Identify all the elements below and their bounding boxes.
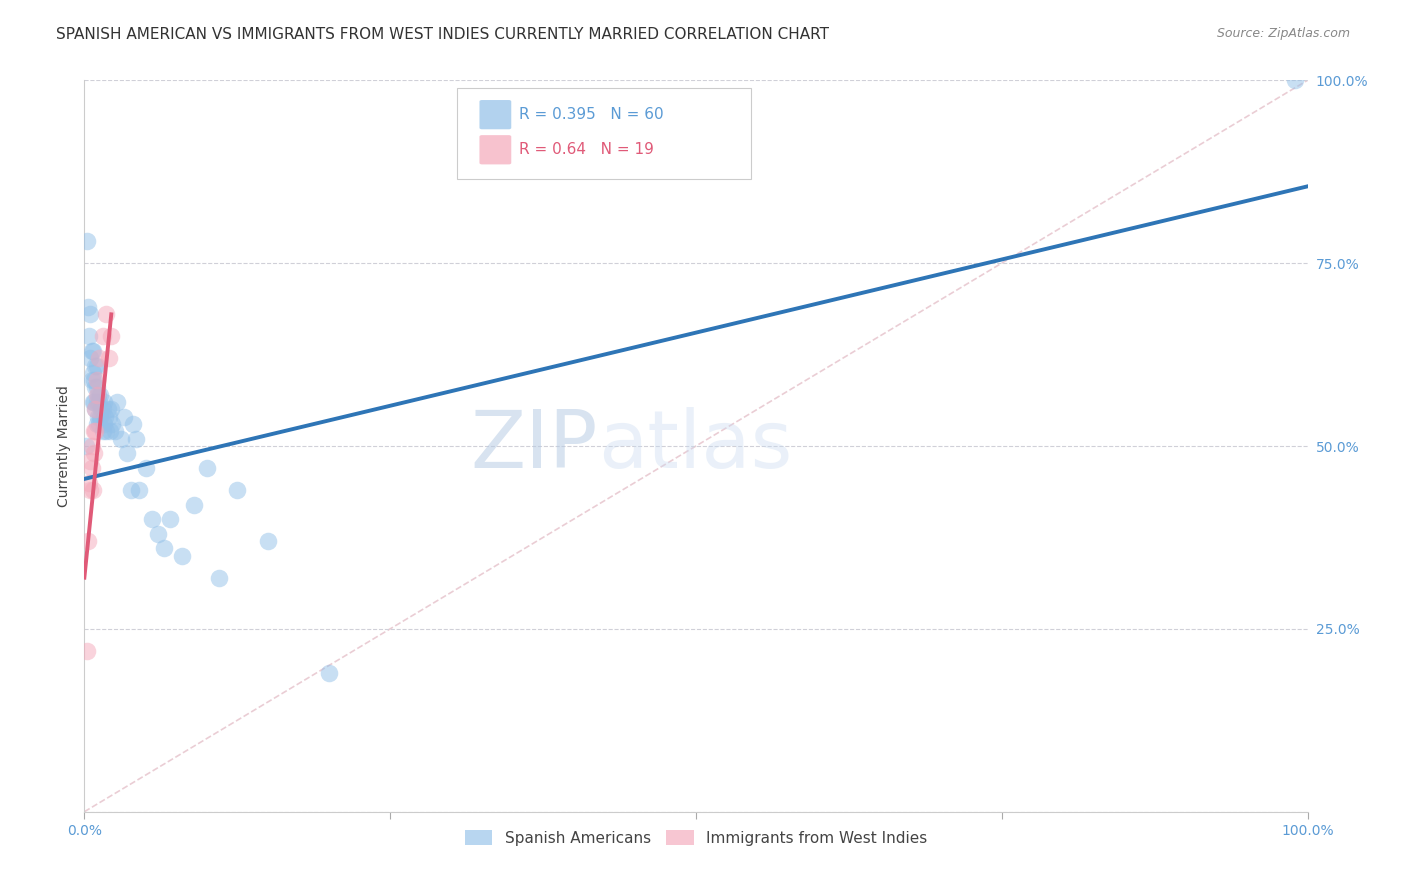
Text: atlas: atlas bbox=[598, 407, 793, 485]
Point bbox=[79, 483, 101, 497]
Point bbox=[83, 395, 105, 409]
Point bbox=[82, 343, 104, 358]
Point bbox=[80, 343, 103, 358]
Point bbox=[115, 446, 138, 460]
Point bbox=[79, 307, 101, 321]
Point bbox=[82, 366, 104, 380]
Point bbox=[90, 402, 112, 417]
Point bbox=[84, 402, 107, 417]
Point bbox=[141, 512, 163, 526]
Point bbox=[105, 395, 128, 409]
Point bbox=[87, 395, 110, 409]
Point bbox=[76, 234, 98, 248]
Point bbox=[112, 409, 135, 424]
Text: ZIP: ZIP bbox=[471, 407, 598, 485]
Point bbox=[146, 526, 169, 541]
Point bbox=[87, 388, 110, 402]
Point bbox=[89, 409, 111, 424]
Point bbox=[257, 534, 280, 549]
Point bbox=[100, 402, 122, 417]
Point bbox=[97, 351, 120, 366]
Point bbox=[93, 395, 115, 409]
Point bbox=[128, 483, 150, 497]
Point bbox=[75, 439, 97, 453]
Point bbox=[97, 409, 120, 424]
Point bbox=[100, 329, 122, 343]
Point bbox=[87, 417, 110, 431]
Point bbox=[87, 351, 110, 366]
Point bbox=[83, 425, 105, 439]
Legend: Spanish Americans, Immigrants from West Indies: Spanish Americans, Immigrants from West … bbox=[458, 823, 934, 852]
Point bbox=[80, 439, 103, 453]
Point bbox=[1284, 73, 1306, 87]
Text: Source: ZipAtlas.com: Source: ZipAtlas.com bbox=[1216, 27, 1350, 40]
Text: R = 0.395   N = 60: R = 0.395 N = 60 bbox=[519, 107, 664, 122]
Point bbox=[76, 644, 98, 658]
Point bbox=[91, 425, 114, 439]
Point bbox=[82, 483, 104, 497]
Point bbox=[77, 475, 100, 490]
Point bbox=[135, 461, 157, 475]
Point bbox=[98, 425, 121, 439]
Point bbox=[159, 512, 181, 526]
Point bbox=[208, 571, 231, 585]
Point bbox=[83, 446, 105, 460]
Point bbox=[77, 329, 100, 343]
Point bbox=[77, 300, 100, 314]
Point bbox=[91, 329, 114, 343]
Point bbox=[96, 425, 118, 439]
Point bbox=[86, 359, 108, 373]
Point bbox=[86, 380, 108, 394]
Y-axis label: Currently Married: Currently Married bbox=[58, 385, 72, 507]
FancyBboxPatch shape bbox=[479, 100, 512, 129]
Point bbox=[86, 388, 108, 402]
Point bbox=[83, 373, 105, 387]
Point bbox=[87, 409, 110, 424]
Point bbox=[226, 483, 249, 497]
FancyBboxPatch shape bbox=[479, 135, 512, 164]
Point bbox=[125, 432, 148, 446]
Text: R = 0.64   N = 19: R = 0.64 N = 19 bbox=[519, 142, 654, 157]
Point bbox=[79, 351, 101, 366]
Point bbox=[86, 373, 108, 387]
Point bbox=[96, 307, 118, 321]
Point bbox=[104, 425, 127, 439]
Point bbox=[89, 388, 111, 402]
Point bbox=[86, 417, 108, 431]
Point bbox=[172, 549, 194, 563]
Point bbox=[183, 498, 205, 512]
Point bbox=[153, 541, 176, 556]
Point bbox=[84, 425, 107, 439]
Point bbox=[122, 417, 145, 431]
Point bbox=[80, 373, 103, 387]
Point bbox=[80, 461, 103, 475]
Point bbox=[101, 417, 124, 431]
Point bbox=[84, 380, 107, 394]
Point bbox=[79, 453, 101, 467]
Point bbox=[84, 359, 107, 373]
Point bbox=[84, 402, 107, 417]
Point bbox=[110, 432, 132, 446]
Point bbox=[195, 461, 218, 475]
Point bbox=[77, 534, 100, 549]
Text: SPANISH AMERICAN VS IMMIGRANTS FROM WEST INDIES CURRENTLY MARRIED CORRELATION CH: SPANISH AMERICAN VS IMMIGRANTS FROM WEST… bbox=[56, 27, 830, 42]
Point bbox=[120, 483, 142, 497]
Point bbox=[93, 417, 115, 431]
Point bbox=[91, 402, 114, 417]
FancyBboxPatch shape bbox=[457, 87, 751, 179]
Point bbox=[94, 409, 117, 424]
Point bbox=[318, 665, 340, 680]
Point bbox=[86, 395, 108, 409]
Point bbox=[97, 402, 120, 417]
Point bbox=[82, 395, 104, 409]
